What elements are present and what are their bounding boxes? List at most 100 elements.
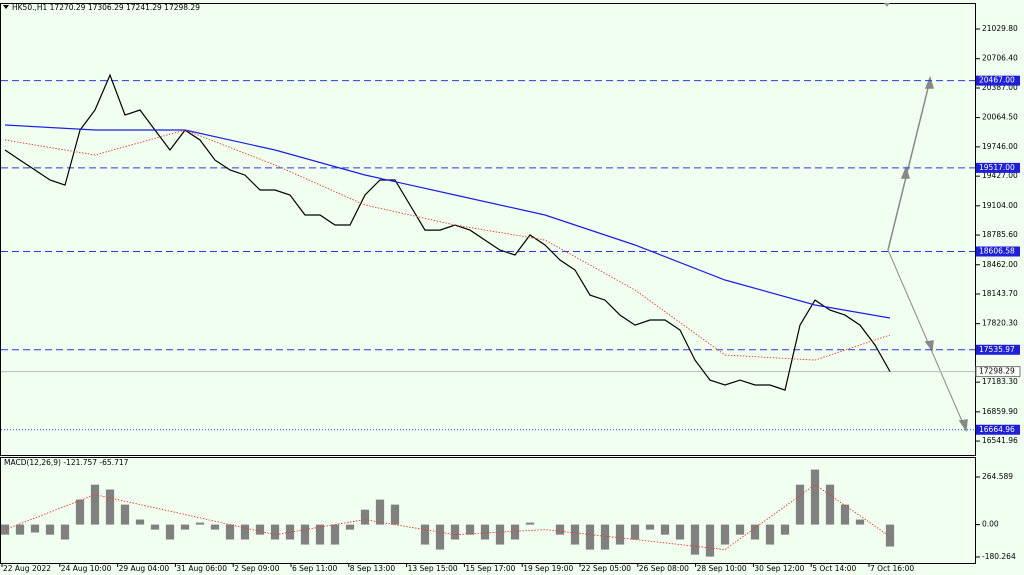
- level-box: [976, 424, 1020, 435]
- macd-bar: [285, 524, 295, 540]
- y-tick-label: -180.264: [982, 552, 1016, 561]
- x-tick-label: 29 Aug 04:00: [119, 564, 170, 573]
- macd-bar: [810, 469, 820, 525]
- macd-bar: [555, 524, 565, 535]
- macd-bar: [375, 499, 385, 525]
- macd-bar: [465, 524, 475, 535]
- y-tick-label: 20706.40: [982, 54, 1018, 63]
- macd-bar: [0, 524, 10, 535]
- level-box: [976, 75, 1020, 86]
- level-label: 16664.96: [979, 425, 1015, 434]
- x-tick-label: 28 Sep 10:00: [697, 564, 747, 573]
- level-box: [976, 162, 1020, 173]
- x-tick-label: 19 Sep 19:00: [523, 564, 573, 573]
- x-tick-label: 5 Oct 14:00: [812, 564, 856, 573]
- macd-bar: [15, 524, 25, 535]
- macd-bar: [210, 524, 220, 530]
- x-tick-label: 26 Sep 08:00: [639, 564, 689, 573]
- macd-bar: [45, 524, 55, 535]
- y-tick-label: 19427.00: [982, 171, 1018, 180]
- level-label: 17535.97: [979, 345, 1015, 354]
- macd-bar: [420, 524, 430, 545]
- macd-bar: [690, 524, 700, 555]
- macd-bar: [480, 524, 490, 540]
- main-panel: [0, 3, 976, 456]
- macd-bar: [600, 524, 610, 550]
- y-tick-label: 20387.00: [982, 83, 1018, 92]
- y-tick-label: 16859.90: [982, 407, 1018, 416]
- macd-bar: [855, 519, 865, 525]
- macd-bar: [525, 522, 535, 525]
- macd-bar: [315, 524, 325, 545]
- macd-bar: [195, 522, 205, 525]
- x-tick-label: 30 Sep 12:00: [754, 564, 804, 573]
- y-tick-label: 18143.70: [982, 289, 1018, 298]
- macd-bar: [750, 524, 760, 540]
- macd-bar: [825, 484, 835, 525]
- y-tick-label: 0.00: [982, 520, 999, 529]
- x-tick-label: 2 Sep 09:00: [234, 564, 280, 573]
- macd-bar: [390, 504, 400, 525]
- macd-bar: [150, 524, 160, 530]
- current-price-label: 17298.29: [979, 367, 1015, 376]
- macd-bar: [105, 489, 115, 525]
- macd-bar: [450, 524, 460, 540]
- macd-bar: [765, 524, 775, 545]
- macd-bar: [495, 524, 505, 545]
- macd-bar: [240, 524, 250, 540]
- y-tick-label: 20064.50: [982, 113, 1018, 122]
- x-tick-label: 7 Oct 16:00: [870, 564, 914, 573]
- y-tick-label: 19746.00: [982, 142, 1018, 151]
- series-line: [4, 129, 891, 361]
- y-tick-label: 264.589: [982, 472, 1013, 481]
- x-tick-label: 6 Sep 11:00: [292, 564, 338, 573]
- level-label: 20467.00: [979, 76, 1015, 85]
- macd-bar: [30, 524, 40, 533]
- macd-bar: [75, 499, 85, 525]
- level-box: [976, 246, 1020, 257]
- y-tick-label: 17820.30: [982, 319, 1018, 328]
- y-tick-label: 17183.30: [982, 377, 1018, 386]
- level-label: 19517.00: [979, 163, 1015, 172]
- macd-bar: [360, 509, 370, 525]
- macd-bar: [165, 524, 175, 540]
- macd-bar: [720, 524, 730, 545]
- macd-bar: [675, 524, 685, 540]
- y-tick-label: 21029.80: [982, 24, 1018, 33]
- macd-panel: [0, 457, 976, 564]
- series-line: [4, 124, 891, 319]
- shift-marker: [884, 3, 890, 7]
- macd-bar: [735, 524, 745, 535]
- x-tick-label: 22 Aug 2022: [3, 564, 51, 573]
- macd-bar: [135, 519, 145, 525]
- macd-bar: [435, 524, 445, 550]
- macd-bar: [660, 524, 670, 535]
- y-tick-label: 16541.96: [982, 436, 1018, 445]
- macd-bar: [585, 524, 595, 550]
- macd-bar: [225, 524, 235, 540]
- level-box: [976, 344, 1020, 355]
- macd-bar: [270, 524, 280, 540]
- menu-arrow[interactable]: [3, 5, 9, 9]
- x-tick-label: 15 Sep 17:00: [465, 564, 515, 573]
- macd-bar: [180, 524, 190, 530]
- macd-bar: [795, 484, 805, 525]
- macd-title: MACD(12,26,9) -121.757 -65.717: [4, 458, 129, 467]
- macd-bar: [300, 524, 310, 545]
- macd-bar: [705, 524, 715, 557]
- x-tick-label: 24 Aug 10:00: [61, 564, 112, 573]
- y-tick-label: 19104.00: [982, 201, 1018, 210]
- y-tick-label: 18785.60: [982, 230, 1018, 239]
- macd-bar: [645, 524, 655, 530]
- macd-bar: [60, 524, 70, 540]
- series-line: [4, 73, 891, 391]
- macd-bar: [510, 524, 520, 540]
- macd-bar: [120, 504, 130, 525]
- y-tick-label: 18462.00: [982, 260, 1018, 269]
- macd-bar: [90, 484, 100, 525]
- x-tick-label: 8 Sep 13:00: [350, 564, 396, 573]
- x-tick-label: 31 Aug 06:00: [176, 564, 227, 573]
- macd-bar: [570, 524, 580, 545]
